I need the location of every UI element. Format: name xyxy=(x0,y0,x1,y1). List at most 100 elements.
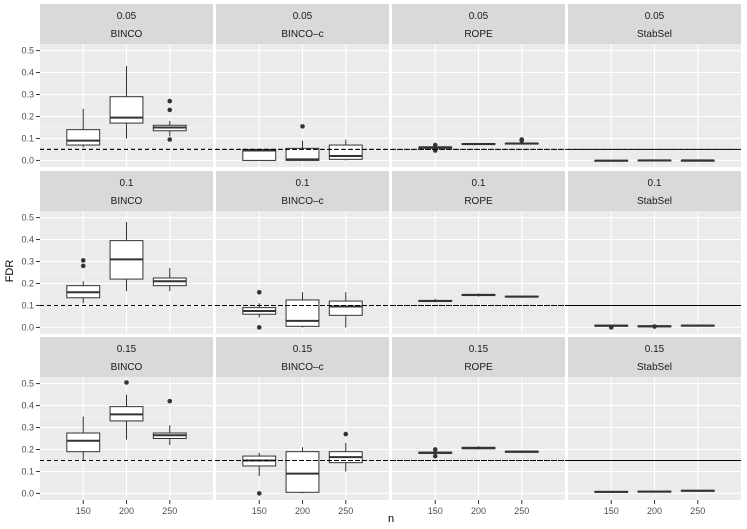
y-tick-label: 0.2 xyxy=(21,444,34,454)
x-axis-title: n xyxy=(388,513,394,525)
strip-threshold-label: 0.1 xyxy=(648,178,662,189)
y-tick-label: 0.4 xyxy=(21,68,34,78)
y-tick-label: 0.2 xyxy=(21,278,34,288)
y-tick-label: 0.0 xyxy=(21,155,34,165)
strip-threshold-label: 0.15 xyxy=(645,344,665,355)
y-axis-title: FDR xyxy=(4,260,16,283)
strip-threshold-label: 0.1 xyxy=(472,178,486,189)
boxplot-250 xyxy=(152,398,187,446)
facet-strip xyxy=(392,171,565,211)
facet-panel: 0.15 BINCO xyxy=(40,337,213,500)
boxplot-250 xyxy=(504,137,539,145)
outlier-point xyxy=(519,138,525,143)
iqr-box xyxy=(285,299,320,327)
y-tick-label: 0.0 xyxy=(21,322,34,332)
outlier-point xyxy=(608,325,614,330)
facet-strip xyxy=(40,171,213,211)
strip-method-label: ROPE xyxy=(464,362,493,373)
boxplot-250 xyxy=(504,450,539,453)
outlier-point xyxy=(124,380,129,385)
facet-panel: 0.05 BINCO xyxy=(40,4,213,167)
y-tick-label: 0.1 xyxy=(21,133,34,143)
facet-strip xyxy=(568,4,741,44)
y-tick-label: 0.1 xyxy=(21,300,34,310)
boxplot-150 xyxy=(242,148,277,161)
strip-method-label: StabSel xyxy=(637,29,672,40)
facet-strip xyxy=(392,4,565,44)
boxplot-250 xyxy=(328,139,363,161)
boxplot-150 xyxy=(418,447,453,459)
y-tick-label: 0.3 xyxy=(21,90,34,100)
facet-panel: 0.05 StabSel xyxy=(568,4,741,167)
boxplot-200 xyxy=(637,490,672,493)
facet-strip xyxy=(216,4,389,44)
boxplot-200 xyxy=(285,447,320,494)
y-tick-label: 0.3 xyxy=(21,423,34,433)
y-tick-label: 0.5 xyxy=(21,213,34,223)
strip-threshold-label: 0.1 xyxy=(120,178,134,189)
strip-threshold-label: 0.15 xyxy=(117,344,137,355)
strip-threshold-label: 0.05 xyxy=(469,11,489,22)
x-tick-label: 250 xyxy=(690,506,705,516)
strip-threshold-label: 0.15 xyxy=(293,344,313,355)
outlier-point xyxy=(432,453,438,459)
y-tick-label: 0.5 xyxy=(21,379,34,389)
iqr-box xyxy=(328,144,363,160)
boxplot-150 xyxy=(594,490,629,493)
outlier-point xyxy=(432,447,438,452)
x-tick-label: 200 xyxy=(647,506,662,516)
outlier-point xyxy=(256,491,262,496)
y-tick-label: 0.4 xyxy=(21,401,34,411)
x-tick-label: 150 xyxy=(76,506,91,516)
facet-panel: 0.05 BINCO–c xyxy=(216,4,389,167)
boxplot-150 xyxy=(66,258,101,304)
facet-strip xyxy=(40,337,213,377)
outlier-point xyxy=(256,325,262,330)
boxplot-200 xyxy=(461,293,496,297)
y-tick-label: 0.3 xyxy=(21,257,34,267)
outlier-point xyxy=(167,137,173,142)
boxplot-200 xyxy=(461,446,496,450)
facet-strip xyxy=(40,4,213,44)
outlier-point xyxy=(256,289,262,295)
strip-method-label: StabSel xyxy=(637,196,672,207)
facet-strip xyxy=(568,337,741,377)
iqr-box xyxy=(285,451,320,493)
panels-group: 0.05BINCO0.05BINCO–c0.05ROPE0.05StabSel0… xyxy=(21,4,741,516)
boxplot-200 xyxy=(637,159,672,162)
y-tick-label: 0.4 xyxy=(21,235,34,245)
strip-threshold-label: 0.05 xyxy=(645,11,665,22)
y-tick-label: 0.5 xyxy=(21,46,34,56)
outlier-point xyxy=(343,431,349,437)
outlier-point xyxy=(167,398,173,404)
boxplot-250 xyxy=(328,292,363,328)
facet-panel: 0.05 ROPE xyxy=(392,4,565,167)
boxplot-150 xyxy=(242,289,277,330)
facet-strip xyxy=(216,171,389,211)
outlier-point xyxy=(80,263,86,269)
y-tick-label: 0.0 xyxy=(21,488,34,498)
boxplot-150 xyxy=(594,159,629,162)
x-tick-label: 250 xyxy=(162,506,177,516)
outlier-point xyxy=(652,324,657,329)
boxplot-200 xyxy=(461,142,496,146)
facet-panel: 0.1 BINCO xyxy=(40,171,213,334)
boxplot-150 xyxy=(594,324,629,330)
facet-panel: 0.15 BINCO–c xyxy=(216,337,389,500)
boxplot-200 xyxy=(285,124,320,161)
iqr-box xyxy=(66,129,101,146)
x-tick-label: 200 xyxy=(471,506,486,516)
boxplot-150 xyxy=(418,298,453,303)
facet-panel: 0.1 BINCO–c xyxy=(216,171,389,334)
outlier-point xyxy=(80,258,86,263)
facet-panel: 0.15 StabSel xyxy=(568,337,741,500)
strip-method-label: BINCO xyxy=(111,362,143,373)
x-tick-label: 200 xyxy=(119,506,134,516)
x-tick-label: 250 xyxy=(514,506,529,516)
strip-threshold-label: 0.05 xyxy=(117,11,137,22)
boxplot-250 xyxy=(680,489,715,492)
facet-strip xyxy=(392,337,565,377)
facet-strip xyxy=(216,337,389,377)
x-tick-label: 150 xyxy=(252,506,267,516)
